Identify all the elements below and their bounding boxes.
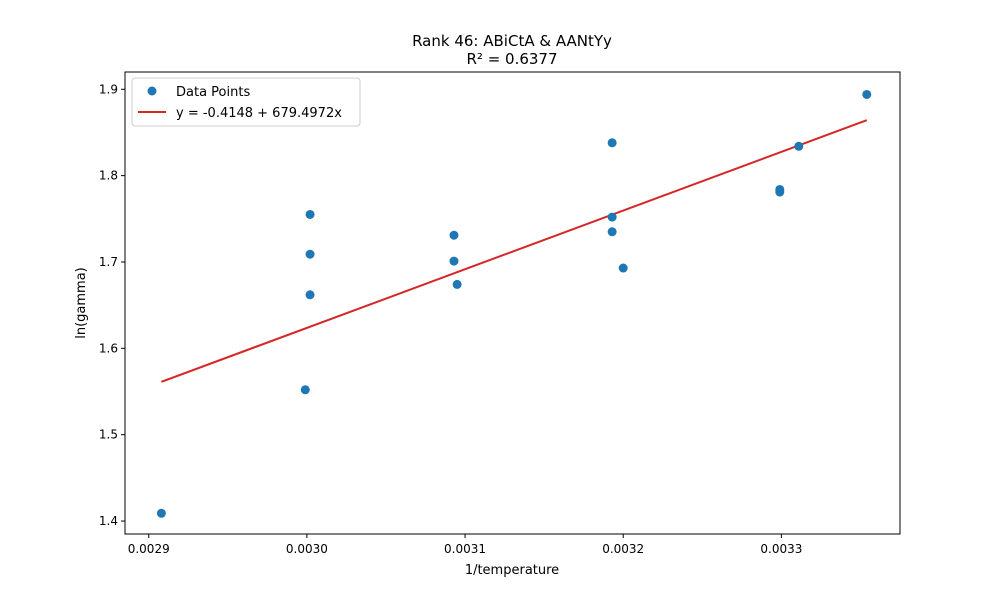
x-tick-label: 0.0029 [128, 542, 170, 556]
data-point [449, 256, 459, 266]
regression-line [161, 119, 868, 383]
y-tick-label: 1.8 [99, 169, 118, 183]
y-axis-label: ln(gamma) [74, 267, 89, 339]
axis-ticks: 0.0029 0.0030 0.0031 0.0032 0.0033 1.4 1.5 1.6 1… [99, 82, 802, 556]
x-axis-label: 1/temperature [465, 563, 559, 578]
data-point [305, 290, 315, 300]
legend: Data Points y = -0.4148 + 679.4972x [131, 77, 361, 127]
data-point [618, 263, 628, 273]
legend-box [131, 77, 361, 127]
x-tick-label: 0.0030 [286, 542, 328, 556]
y-tick-label: 1.4 [99, 514, 118, 528]
data-point [449, 230, 459, 240]
data-point [305, 209, 315, 219]
y-tick-label: 1.5 [99, 428, 118, 442]
chart-subtitle: R² = 0.6377 [466, 50, 557, 68]
y-tick-label: 1.9 [99, 82, 118, 96]
data-point [607, 212, 617, 222]
x-tick-label: 0.0032 [602, 542, 644, 556]
data-point [607, 227, 617, 237]
data-point [305, 249, 315, 259]
legend-marker-data-points [147, 86, 157, 96]
legend-label-fit-line: y = -0.4148 + 679.4972x [176, 106, 342, 121]
regression-line-group [161, 119, 868, 383]
legend-label-data-points: Data Points [176, 85, 250, 100]
data-point [452, 279, 462, 289]
y-tick-label: 1.6 [99, 341, 118, 355]
data-point [607, 138, 617, 148]
y-tick-label: 1.7 [99, 255, 118, 269]
data-point [862, 89, 872, 99]
data-point [794, 141, 804, 151]
plot-frame [124, 71, 901, 535]
data-point [156, 508, 166, 518]
data-points-group [156, 89, 872, 518]
x-tick-label: 0.0031 [444, 542, 486, 556]
x-tick-label: 0.0033 [760, 542, 802, 556]
chart-title: Rank 46: ABiCtA & AANtYy [412, 32, 612, 50]
data-point [300, 385, 310, 395]
data-point [775, 187, 785, 197]
